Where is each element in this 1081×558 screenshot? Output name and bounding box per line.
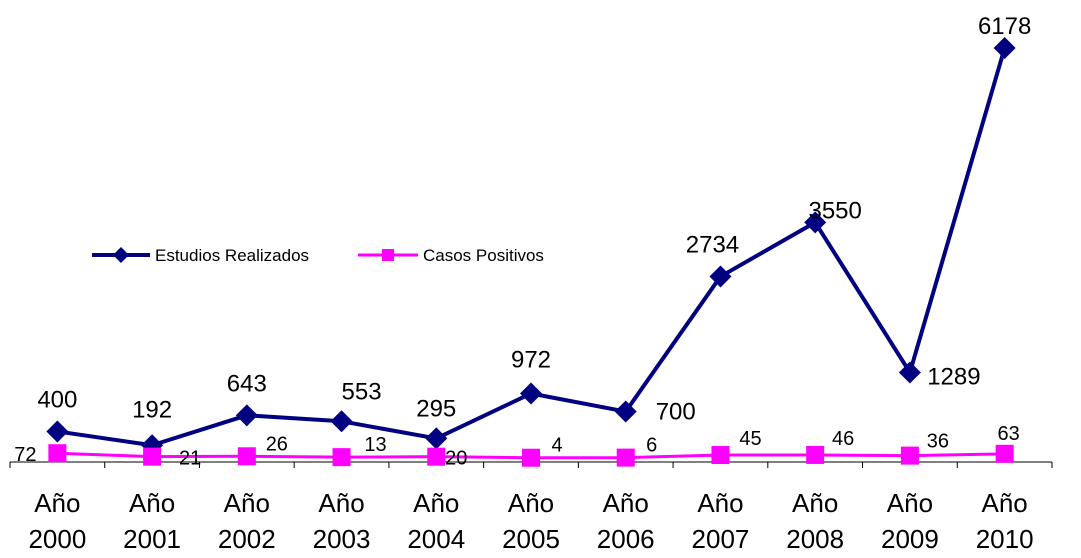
data-label: 400 — [37, 386, 77, 413]
data-label: 1289 — [927, 363, 980, 390]
data-point-diamond — [804, 211, 827, 234]
data-label: 6 — [646, 435, 657, 457]
legend-marker-diamond — [113, 247, 129, 263]
data-point-square — [806, 445, 825, 464]
data-label: 46 — [832, 428, 854, 450]
x-tick-label-line2: 2009 — [881, 524, 939, 554]
data-point-diamond — [614, 400, 637, 423]
data-labels: 400 192 643 553 295 972 700 2734 3550 1289 6178 72 2… — [14, 13, 1031, 470]
data-point-square — [711, 446, 730, 465]
x-tick-label-line2: 2005 — [502, 524, 560, 554]
data-point-square — [48, 444, 67, 463]
data-label: 20 — [445, 448, 467, 470]
x-tick-label-line1: Año — [129, 488, 175, 518]
x-tick-label-line1: Año — [34, 488, 80, 518]
data-label: 63 — [998, 423, 1020, 445]
x-tick-label-line1: Año — [887, 488, 933, 518]
data-point-square — [427, 447, 446, 466]
x-tick-label-line2: 2003 — [313, 524, 371, 554]
data-point-diamond — [898, 361, 921, 384]
x-tick-label-line2: 2001 — [123, 524, 181, 554]
x-tick-label-line1: Año — [982, 488, 1028, 518]
data-point-diamond — [709, 265, 732, 288]
x-tick-label-line2: 2002 — [218, 524, 276, 554]
data-point-diamond — [993, 37, 1016, 59]
data-label: 13 — [364, 434, 386, 456]
data-label: 192 — [132, 396, 172, 423]
x-tick-label-line2: 2010 — [976, 524, 1034, 554]
data-label: 36 — [927, 431, 949, 453]
data-point-square — [332, 448, 351, 467]
x-tick-label-line1: Año — [318, 488, 364, 518]
legend-marker-square — [382, 249, 394, 261]
data-label: 26 — [266, 433, 288, 455]
data-point-diamond — [235, 404, 258, 427]
data-label: 21 — [179, 448, 201, 470]
x-axis-labels: Año 2000 Año 2001 Año 2002 Año 2003 Año 2004 Año 20… — [28, 488, 1033, 554]
x-tick-label-line2: 2006 — [597, 524, 655, 554]
data-label: 295 — [416, 395, 456, 422]
data-point-diamond — [520, 382, 542, 405]
data-label: 4 — [551, 435, 562, 457]
x-tick-label-line2: 2008 — [786, 524, 844, 554]
legend-label: Casos Positivos — [423, 246, 544, 265]
x-tick-label-line2: 2007 — [692, 524, 750, 554]
x-tick-label-line1: Año — [508, 488, 554, 518]
legend-item: Casos Positivos — [358, 246, 544, 265]
legend-label: Estudios Realizados — [155, 246, 309, 265]
legend: Estudios Realizados Casos Positivos — [92, 246, 544, 265]
x-tick-label-line1: Año — [603, 488, 649, 518]
x-tick-label-line1: Año — [792, 488, 838, 518]
data-label: 6178 — [978, 13, 1031, 40]
x-tick-label-line1: Año — [413, 488, 459, 518]
x-tick-label-line2: 2004 — [407, 524, 465, 554]
data-point-square — [900, 446, 919, 465]
series-markers — [46, 37, 1016, 467]
data-label: 553 — [342, 378, 382, 405]
data-point-diamond — [425, 427, 448, 450]
data-label: 2734 — [686, 232, 739, 259]
x-tick-label-line1: Año — [697, 488, 743, 518]
data-point-diamond — [330, 410, 353, 433]
legend-item: Estudios Realizados — [92, 246, 309, 265]
x-axis-ticks — [9, 462, 1053, 468]
data-point-square — [522, 448, 540, 467]
data-point-square — [143, 447, 162, 466]
data-label: 45 — [739, 428, 761, 450]
data-label: 72 — [14, 444, 36, 466]
data-point-square — [616, 448, 635, 467]
x-tick-label-line1: Año — [224, 488, 270, 518]
data-label: 700 — [656, 399, 696, 426]
data-point-square — [237, 447, 256, 466]
data-label: 643 — [227, 370, 267, 397]
data-label: 972 — [511, 346, 551, 373]
x-tick-label-line2: 2000 — [28, 524, 86, 554]
data-point-square — [995, 444, 1014, 463]
data-label: 3550 — [808, 197, 861, 224]
data-point-diamond — [46, 420, 69, 443]
